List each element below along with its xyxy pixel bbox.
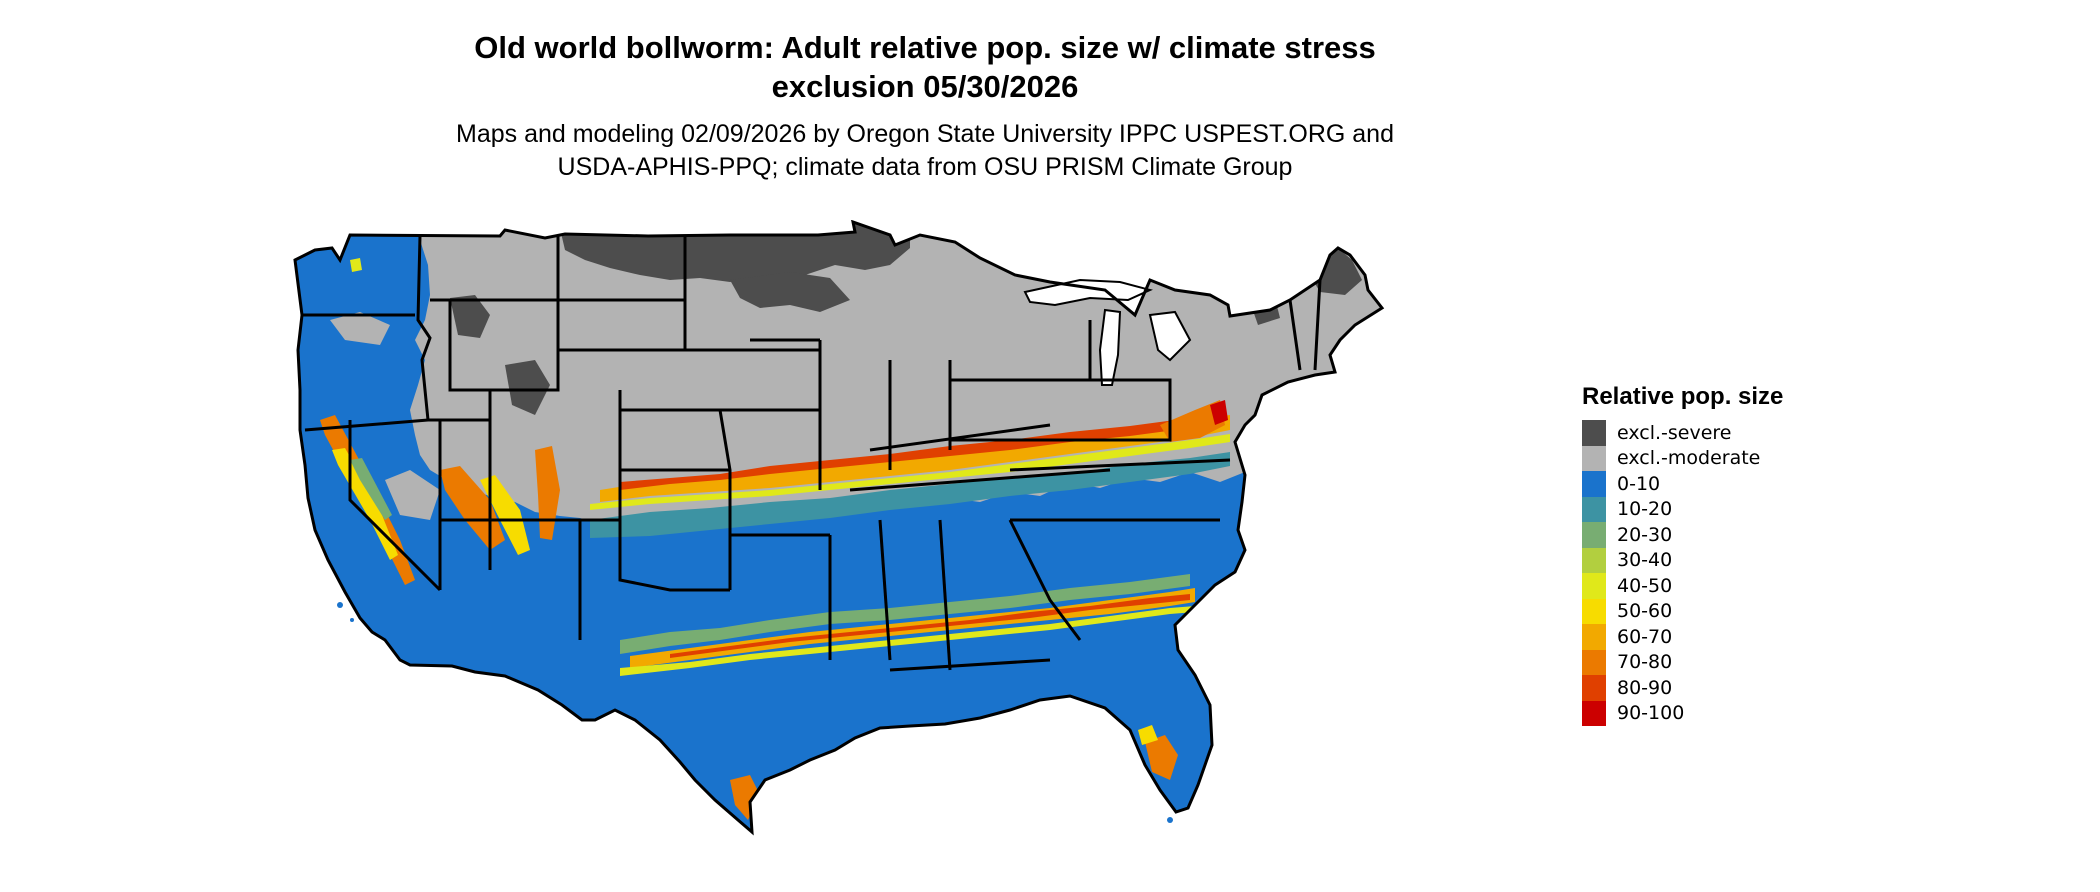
zone-50-60-florida [1138, 725, 1158, 745]
legend-swatch [1582, 675, 1606, 701]
legend-swatch [1582, 445, 1606, 471]
zone-40-50-central [590, 434, 1230, 510]
legend-item: 50-60 [1582, 598, 1783, 624]
legend-swatch [1582, 598, 1606, 624]
legend-swatch [1582, 624, 1606, 650]
legend-title: Relative pop. size [1582, 383, 1784, 410]
border-tn-ky [849, 468, 1111, 492]
us-outline [293, 219, 1385, 836]
legend-item: excl.-severe [1582, 420, 1783, 446]
zone-excl-severe-wyoming [450, 295, 490, 338]
map-title: Old world bollworm: Adult relative pop. … [300, 28, 1550, 106]
legend-label: 10-20 [1617, 498, 1673, 521]
legend-item: 90-100 [1582, 700, 1783, 726]
legend-item: 10-20 [1582, 496, 1783, 522]
legend-item: 60-70 [1582, 624, 1783, 650]
zone-20-30-california-3 [350, 458, 392, 520]
island-speck-2 [350, 618, 354, 622]
legend-item: 20-30 [1582, 522, 1783, 548]
map-legend: Relative pop. size excl.-severe excl.-mod… [1582, 382, 1783, 726]
legend-item: 0-10 [1582, 471, 1783, 497]
legend-label: 0-10 [1617, 472, 1661, 495]
zone-excl-moderate-west-1 [330, 312, 390, 345]
legend-label: excl.-moderate [1617, 447, 1761, 470]
legend-label: excl.-severe [1617, 421, 1732, 444]
zone-40-50-washington [350, 258, 362, 272]
legend-swatch [1582, 547, 1606, 573]
zone-80-90-gulf [670, 594, 1190, 658]
map-title-line-2: exclusion 05/30/2026 [771, 69, 1079, 104]
map-subtitle: Maps and modeling 02/09/2026 by Oregon S… [300, 118, 1550, 184]
zone-excl-moderate-west-3 [450, 350, 490, 385]
border-new-england [1288, 279, 1322, 371]
us-map-svg [293, 219, 1385, 836]
zone-70-80-new-mexico [535, 446, 560, 540]
legend-label: 50-60 [1617, 600, 1673, 623]
zone-70-80-virginia [1160, 400, 1225, 442]
legend-label: 30-40 [1617, 549, 1673, 572]
legend-item: 40-50 [1582, 573, 1783, 599]
border-ms-al [878, 519, 892, 661]
border-ky-oh [869, 423, 1051, 452]
legend-item: excl.-moderate [1582, 445, 1783, 471]
zone-excl-moderate-west-2 [385, 470, 440, 520]
border-pa-box [950, 378, 1172, 442]
map-subtitle-line-2: USDA-APHIS-PPQ; climate data from OSU PR… [557, 153, 1293, 181]
zone-excl-severe-great-lakes [730, 272, 850, 312]
lake-huron [1148, 310, 1192, 362]
legend-swatch [1582, 700, 1606, 726]
zone-50-60-arizona-2 [480, 475, 530, 555]
border-va-nc [1009, 458, 1231, 472]
legend-label: 40-50 [1617, 574, 1673, 597]
lake-superior [1023, 278, 1153, 307]
border-ga-fl [889, 658, 1051, 672]
title-block: Old world bollworm: Adult relative pop. … [300, 28, 1550, 184]
map-title-line-1: Old world bollworm: Adult relative pop. … [474, 30, 1376, 65]
border-idaho-west [416, 235, 432, 421]
lake-michigan [1098, 308, 1122, 386]
legend-swatch [1582, 573, 1606, 599]
legend-label: 80-90 [1617, 676, 1673, 699]
legend-item: 70-80 [1582, 649, 1783, 675]
legend-swatch [1582, 420, 1606, 446]
legend-label: 60-70 [1617, 625, 1673, 648]
legend-label: 90-100 [1617, 702, 1685, 725]
zone-80-90-central [620, 415, 1215, 490]
zone-70-80-florida [1145, 735, 1178, 780]
zone-excl-severe-colorado [505, 360, 550, 415]
legend-item: 30-40 [1582, 547, 1783, 573]
border-al-ga [938, 519, 952, 671]
map-subtitle-line-1: Maps and modeling 02/09/2026 by Oregon S… [456, 120, 1394, 148]
zone-10-20-band [590, 452, 1230, 538]
zone-40-50-gulf [620, 606, 1195, 676]
island-speck-3 [1167, 817, 1173, 823]
state-borders [293, 219, 1385, 836]
legend-swatch [1582, 471, 1606, 497]
legend-swatch [1582, 522, 1606, 548]
island-speck-1 [337, 602, 343, 608]
border-mo-east [718, 409, 732, 590]
border-ca-nv [348, 420, 442, 592]
legend-swatch [1582, 649, 1606, 675]
border-sc-ga [1008, 519, 1082, 641]
legend-label: 70-80 [1617, 651, 1673, 674]
legend-items: excl.-severe excl.-moderate 0-10 10-20 20-30… [1582, 420, 1783, 726]
legend-label: 20-30 [1617, 523, 1673, 546]
border-ok-tx [580, 518, 730, 592]
legend-item: 80-90 [1582, 675, 1783, 701]
us-map [290, 219, 1560, 885]
border-or-ca-nv [304, 418, 490, 432]
zone-90-100-virginia [1210, 400, 1228, 425]
legend-swatch [1582, 496, 1606, 522]
